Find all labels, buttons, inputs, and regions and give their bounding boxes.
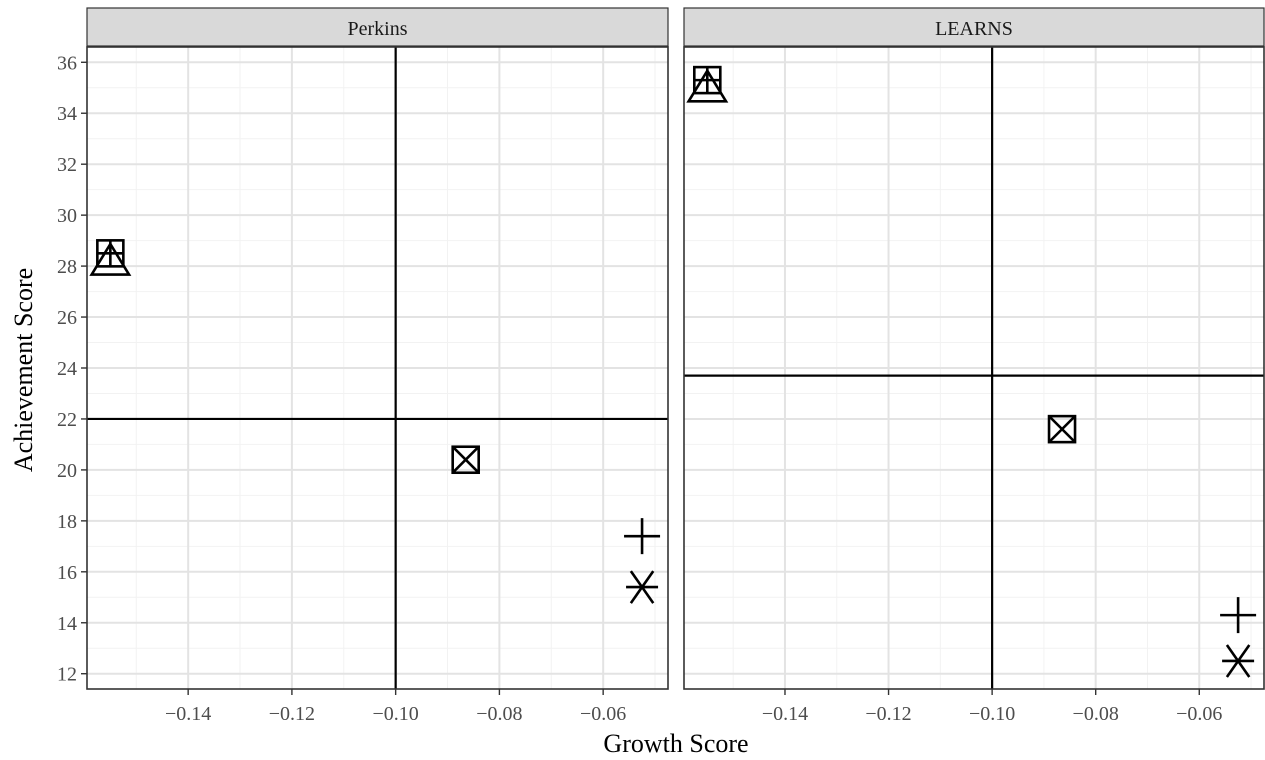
point-triangle-outline: [686, 68, 729, 103]
x-axis-title: Growth Score: [603, 729, 748, 758]
point-stroke: [1225, 644, 1251, 678]
point-plus: [624, 518, 661, 555]
x-tick-label: −0.08: [476, 703, 522, 725]
y-tick-label: 16: [57, 562, 77, 584]
y-tick-label: 32: [57, 154, 77, 176]
point-square-outline: [1047, 414, 1077, 444]
facet-strip-label: Perkins: [348, 18, 408, 40]
point-triangle-outline: [89, 241, 132, 276]
point-square-x: [1047, 414, 1077, 444]
point-triangle: [89, 241, 132, 276]
y-tick-label: 34: [57, 103, 77, 125]
x-tick-label: −0.06: [580, 703, 626, 725]
point-asterisk: [1222, 644, 1255, 678]
x-tick-label: −0.14: [762, 703, 808, 725]
y-tick-label: 26: [57, 307, 77, 329]
facet-perkins: Perkins −0.14 −0.12 −0.10 −0.08 −0.06: [86, 7, 669, 725]
y-tick-label: 14: [57, 613, 77, 635]
x-tick-label: −0.10: [373, 703, 419, 725]
point-stroke: [451, 445, 480, 474]
y-tick-label: 12: [57, 664, 77, 686]
panel-border: [683, 46, 1265, 690]
y-tick-label: 24: [57, 358, 77, 380]
x-tick-label: −0.12: [865, 703, 911, 725]
y-tick-label: 20: [57, 460, 77, 482]
y-axis-ticks: 12 14 16 18 20 22 24 26 28 30 32 34 36: [57, 52, 87, 686]
point-asterisk: [626, 570, 659, 604]
point-stroke: [629, 570, 655, 604]
x-tick-label: −0.12: [269, 703, 315, 725]
x-tick-label: −0.10: [969, 703, 1015, 725]
x-tick-label: −0.08: [1073, 703, 1119, 725]
point-square-outline: [451, 445, 480, 475]
point-plus: [1220, 597, 1257, 634]
x-tick-label: −0.06: [1176, 703, 1222, 725]
y-axis-title: Achievement Score: [9, 268, 38, 472]
facet-strip: [86, 7, 669, 47]
y-tick-label: 30: [57, 205, 77, 227]
y-tick-label: 18: [57, 511, 77, 533]
y-tick-label: 36: [57, 52, 77, 74]
y-tick-label: 28: [57, 256, 77, 278]
facet-strip-label: LEARNS: [935, 18, 1013, 40]
x-tick-label: −0.14: [165, 703, 211, 725]
point-stroke: [1048, 415, 1076, 444]
point-square-x: [451, 445, 480, 475]
facet-strip: [683, 7, 1265, 47]
point-triangle: [686, 68, 729, 103]
y-tick-label: 22: [57, 409, 77, 431]
facet-learns: LEARNS −0.14 −0.12 −0.10 −0.08 −0.06: [683, 7, 1265, 725]
